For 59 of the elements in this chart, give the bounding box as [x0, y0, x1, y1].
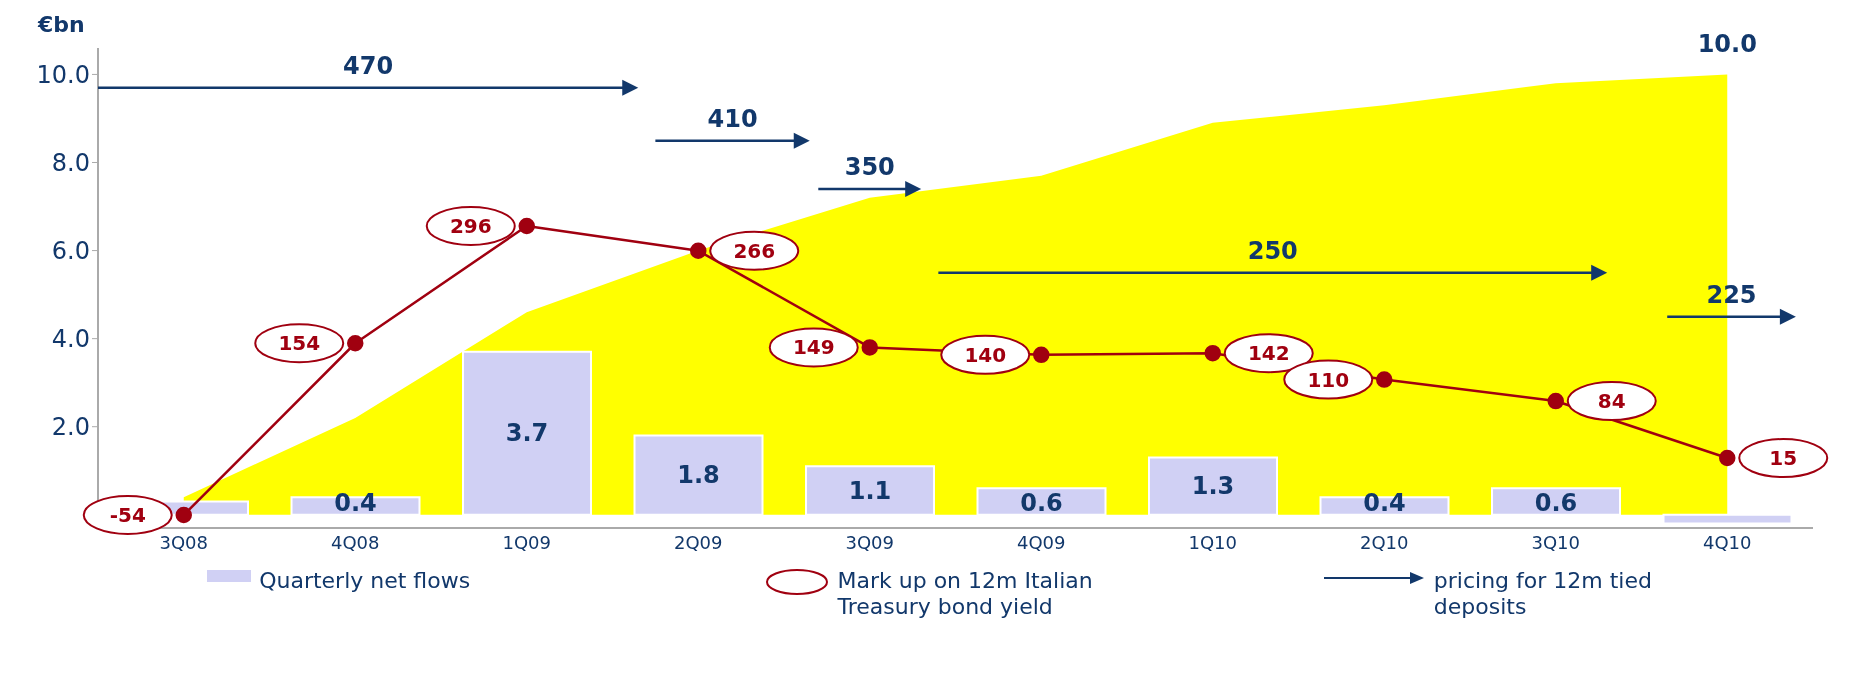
- data-label: 10.0: [1697, 30, 1757, 59]
- y-tick-label: 8.0: [51, 149, 90, 178]
- x-tick-label: 3Q10: [1531, 531, 1581, 553]
- x-tick-label: 4Q08: [330, 531, 380, 553]
- data-label: 15: [1769, 446, 1798, 471]
- bar: [462, 350, 592, 516]
- data-label: 0.4: [1363, 488, 1406, 517]
- y-tick-label: 2.0: [51, 413, 90, 442]
- y-axis-title: €bn: [38, 12, 85, 37]
- data-label: 84: [1597, 389, 1626, 414]
- point: [518, 217, 535, 235]
- x-tick-label: 1Q10: [1188, 531, 1238, 553]
- y-tick-label: 4.0: [51, 325, 90, 354]
- data-label: 149: [792, 335, 835, 360]
- data-label: 142: [1247, 341, 1290, 366]
- x-tick-label: 4Q10: [1702, 531, 1752, 553]
- data-label: 0.4: [334, 488, 377, 517]
- x-tick-label: 3Q09: [845, 531, 895, 553]
- point: [690, 242, 707, 260]
- x-tick-label: 1Q09: [502, 531, 552, 553]
- bar: [633, 434, 764, 516]
- point: [1204, 344, 1221, 362]
- x-tick-label: 2Q09: [673, 531, 723, 553]
- data-label: 266: [733, 238, 776, 263]
- x-tick-label: 4Q09: [1016, 531, 1066, 553]
- point: [861, 339, 878, 356]
- legend-label: Mark up on 12m Italian Treasury bond yield: [837, 568, 1094, 620]
- bar: [976, 487, 1107, 516]
- data-label: 1.3: [1191, 472, 1235, 501]
- data-label: 0.6: [1534, 488, 1578, 517]
- annotation: 350: [844, 153, 895, 182]
- bar: [1491, 487, 1621, 516]
- data-label: 296: [449, 214, 492, 238]
- y-tick-label: 10.0: [36, 60, 90, 89]
- annotation: 470: [343, 51, 394, 80]
- data-label: 1.1: [848, 476, 892, 505]
- data-label: 140: [964, 342, 1007, 367]
- point: [1719, 449, 1736, 467]
- point: [347, 335, 364, 352]
- data-label: 3.7: [505, 419, 549, 448]
- data-label: 154: [278, 331, 321, 356]
- point: [175, 506, 192, 524]
- data-label: -54: [109, 503, 146, 527]
- data-label: 110: [1307, 367, 1350, 392]
- data-label: 0.6: [1020, 488, 1063, 517]
- bar: [1148, 456, 1278, 516]
- point: [1033, 346, 1050, 364]
- bar: [805, 465, 935, 516]
- x-tick-label: 3Q08: [159, 531, 209, 553]
- point: [1376, 371, 1393, 388]
- x-tick-label: 2Q10: [1359, 531, 1409, 553]
- text: pricing for 12m tied deposits: [1433, 568, 1653, 620]
- bar: [1662, 513, 1793, 525]
- data-label: 1.8: [677, 461, 720, 490]
- annotation: 250: [1247, 236, 1298, 265]
- y-tick-label: 6.0: [51, 237, 90, 266]
- annotation: 410: [707, 104, 758, 133]
- legend-label: Quarterly net flows: [259, 568, 472, 594]
- point: [1547, 392, 1564, 410]
